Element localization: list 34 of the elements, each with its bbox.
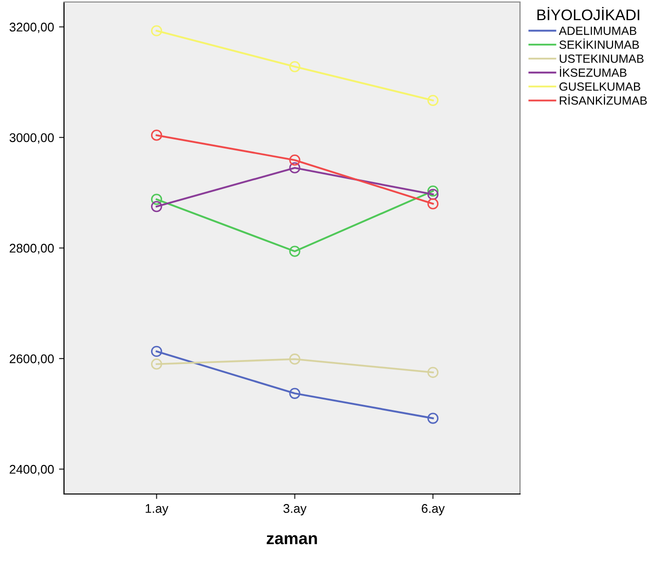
point bbox=[289, 354, 300, 365]
point bbox=[151, 358, 162, 370]
x-tick-label: 6.ay bbox=[422, 504, 445, 516]
point bbox=[289, 162, 300, 174]
point bbox=[151, 194, 162, 205]
point bbox=[289, 61, 300, 72]
legend-label: İKSEZUMAB bbox=[560, 66, 626, 77]
point bbox=[289, 246, 300, 257]
legend-label: GUSELKUMAB bbox=[559, 82, 640, 91]
point bbox=[151, 130, 162, 141]
x-axis-title: zaman bbox=[266, 535, 317, 544]
x-tick-label: 3.ay bbox=[283, 504, 307, 516]
point bbox=[427, 412, 438, 424]
legend-label: SEKİKINUMAB bbox=[559, 38, 639, 49]
point bbox=[289, 154, 300, 166]
y-tick-label: 2400,00 bbox=[10, 464, 54, 476]
point bbox=[289, 388, 300, 399]
point bbox=[427, 188, 438, 200]
legend-label: ADELIMUMAB bbox=[558, 26, 636, 35]
y-tick-label: 3000,00 bbox=[10, 133, 54, 144]
point bbox=[151, 346, 162, 357]
legend-label: RİSANKİZUMAB bbox=[560, 94, 647, 105]
point bbox=[151, 25, 162, 36]
y-tick-label: 2800,00 bbox=[10, 244, 54, 254]
legend-title: BİYOLOJİKADI bbox=[537, 6, 640, 20]
point bbox=[427, 198, 438, 210]
y-tick-label: 3200,00 bbox=[10, 22, 54, 34]
x-tick-label: 1.ay bbox=[146, 504, 168, 516]
y-tick-label: 2600,00 bbox=[10, 354, 54, 365]
point bbox=[427, 366, 438, 378]
legend-label: USTEKINUMAB bbox=[560, 54, 644, 63]
point bbox=[427, 186, 438, 197]
point bbox=[427, 94, 438, 106]
point bbox=[151, 200, 162, 212]
